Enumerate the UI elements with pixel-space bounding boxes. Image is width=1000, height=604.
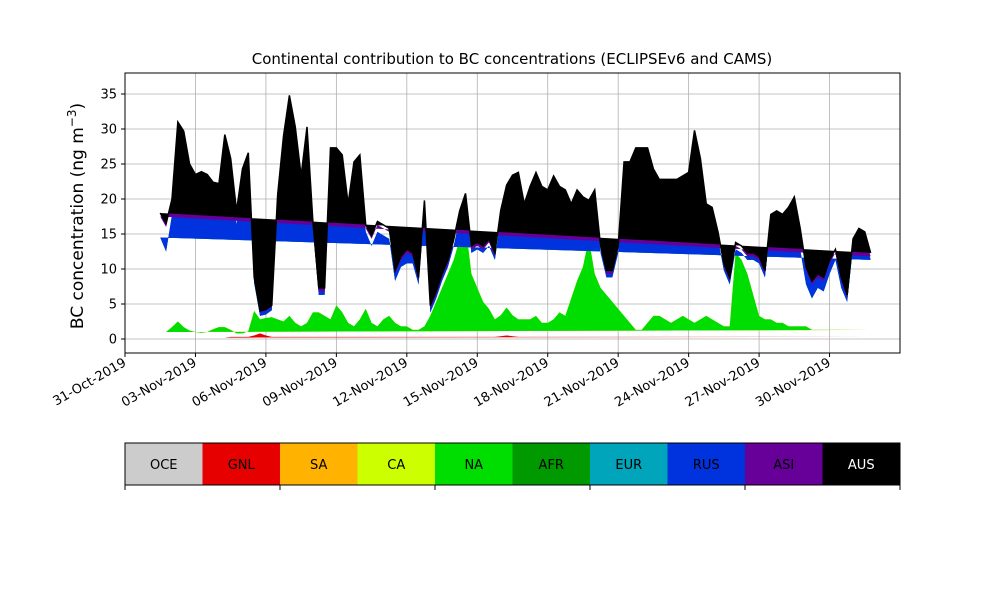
- legend-swatch-na: [435, 443, 513, 485]
- total-concentration-line: [159, 95, 872, 312]
- y-tick-label: 35: [100, 88, 117, 103]
- legend-label-asi: ASI: [773, 458, 794, 473]
- y-tick-label: 25: [100, 158, 117, 173]
- y-axis: 0 5 10 15 20 25 30 35: [100, 88, 125, 348]
- legend-label-rus: RUS: [693, 458, 720, 473]
- legend-swatch-gnl: [202, 443, 280, 485]
- legend-swatch-afr: [512, 443, 590, 485]
- plot-frame: [124, 72, 901, 354]
- legend-swatch-oce: [125, 443, 203, 485]
- legend-swatch-ca: [357, 443, 435, 485]
- legend-frame: [124, 442, 901, 486]
- legend-label-aus: AUS: [848, 458, 875, 473]
- legend-label-afr: AFR: [539, 458, 564, 473]
- legend-swatch-rus: [667, 443, 745, 485]
- legend-label-sa: SA: [310, 458, 327, 473]
- legend-swatch-aus: [822, 443, 900, 485]
- legend-label-oce: OCE: [150, 458, 178, 473]
- legend-swatch-sa: [280, 443, 358, 485]
- y-axis-label-text: BC concentration (ng m: [68, 127, 88, 329]
- y-tick-label: 5: [109, 298, 117, 313]
- area-aus: [160, 95, 871, 312]
- y-axis-label-superscript: −3: [65, 109, 79, 127]
- y-axis-label: BC concentration (ng m−3): [65, 103, 88, 329]
- area-gnl: [160, 333, 871, 338]
- y-tick-label: 15: [100, 228, 117, 243]
- y-axis-label-suffix: ): [68, 103, 88, 110]
- legend-swatch-asi: [745, 443, 823, 485]
- legend-label-gnl: GNL: [228, 458, 256, 473]
- legend-label-eur: EUR: [615, 458, 642, 473]
- y-tick-label: 30: [100, 123, 117, 138]
- y-tick-label: 10: [100, 263, 117, 278]
- y-tick-label: 0: [109, 333, 117, 348]
- y-tick-label: 20: [100, 193, 117, 208]
- legend-label-na: NA: [464, 458, 483, 473]
- legend-swatch-eur: [590, 443, 668, 485]
- chart-title: Continental contribution to BC concentra…: [252, 50, 773, 68]
- legend: OCE GNL SA CA NA AFR EUR RUS ASI AUS: [124, 442, 901, 490]
- legend-label-ca: CA: [387, 458, 405, 473]
- stacked-area-layer: [160, 95, 871, 338]
- total-line-layer: [159, 95, 872, 312]
